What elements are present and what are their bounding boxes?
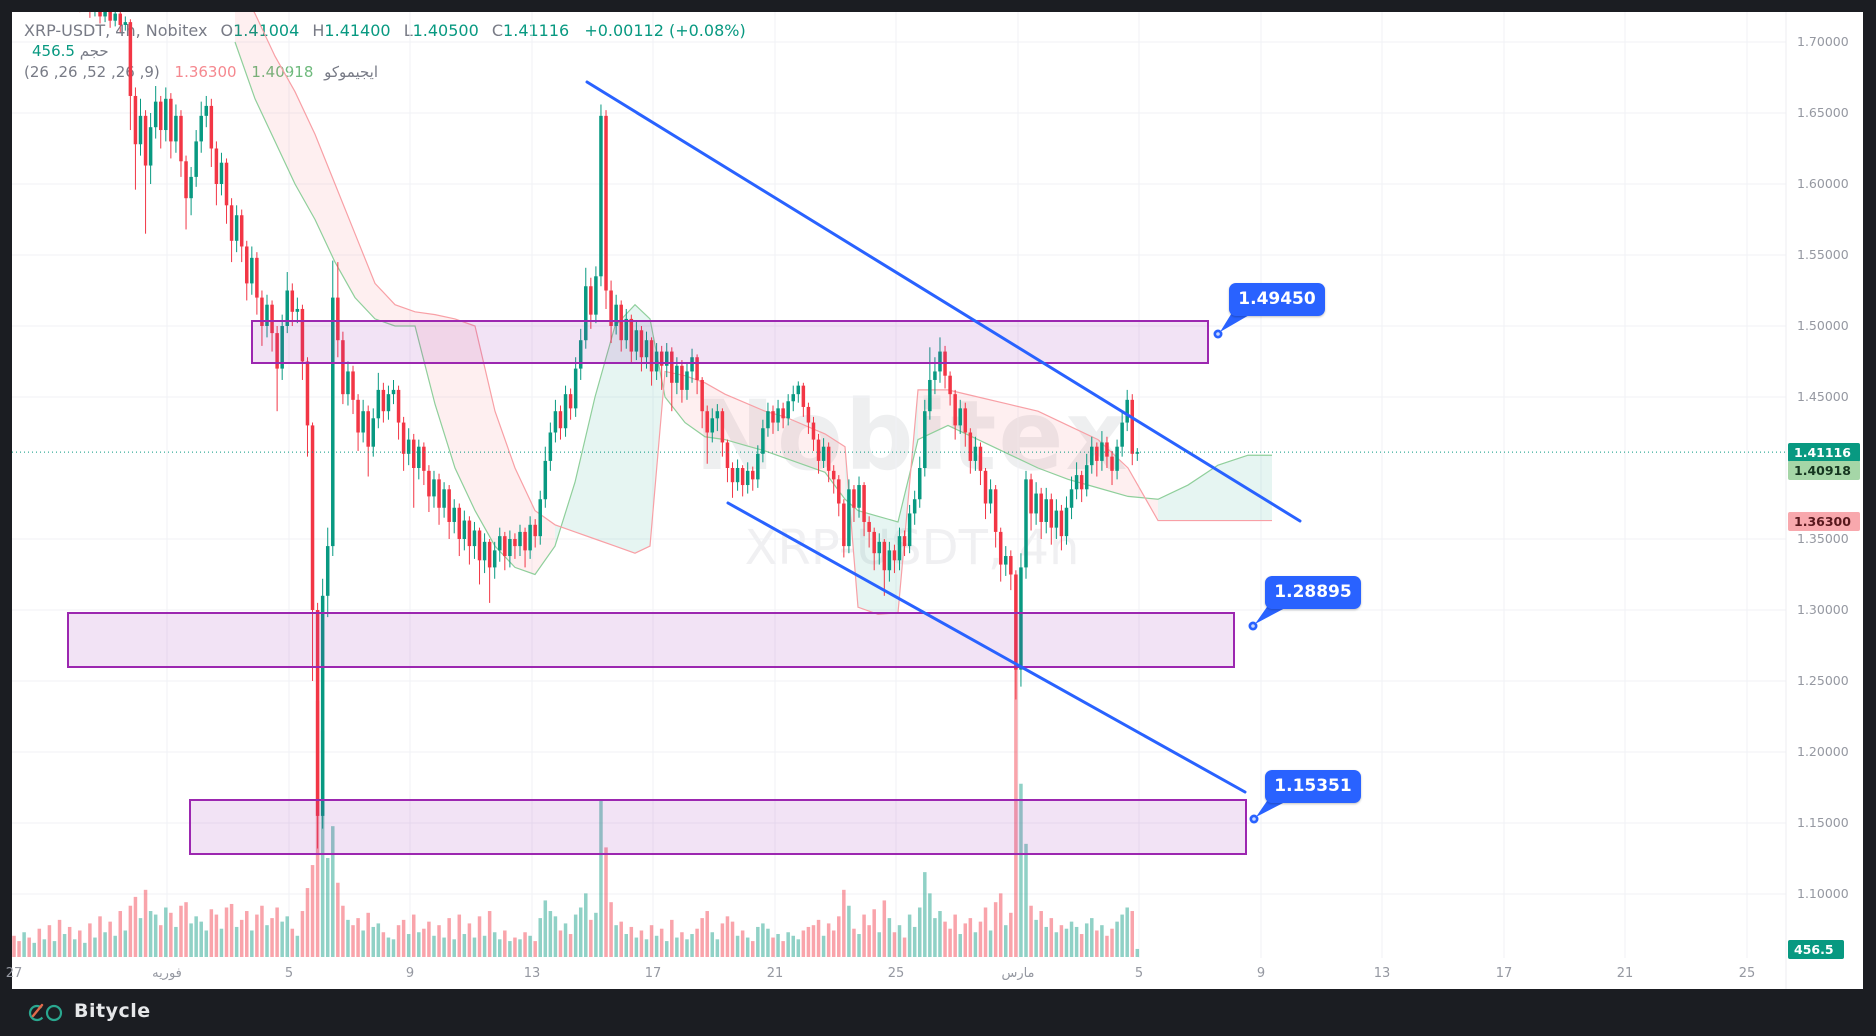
- ichimoku-cloud: [234, 12, 1272, 615]
- price-axis-label: 1.30000: [1797, 602, 1849, 617]
- ohlc-open-label: O: [220, 21, 234, 40]
- time-axis-label: 5: [1134, 966, 1144, 981]
- time-axis-label: 25: [1738, 966, 1756, 981]
- time-axis-label: 27: [5, 966, 23, 981]
- demand-zone-1.28895[interactable]: [67, 612, 1235, 668]
- price-axis-label: 1.20000: [1797, 744, 1849, 759]
- price-axis-label: 1.35000: [1797, 531, 1849, 546]
- ohlc-low-label: L: [403, 21, 413, 40]
- volume-value: 456.5: [32, 42, 75, 60]
- price-axis-label: 1.25000: [1797, 673, 1849, 688]
- candlestick-series: [79, 12, 1140, 849]
- price-axis-label: 1.45000: [1797, 389, 1849, 404]
- legend-symbol-row[interactable]: XRP-USDT, 4h, Nobitex O1.41004 H1.41400 …: [24, 20, 746, 41]
- price-axis-label: 1.10000: [1797, 886, 1849, 901]
- price-axis-label: 1.15000: [1797, 815, 1849, 830]
- current-price-tag: 1.41116: [1788, 442, 1860, 462]
- time-axis-label: 25: [887, 966, 905, 981]
- time-axis-label: فوريه: [152, 966, 182, 981]
- chart-surface[interactable]: Nobitex XRP-USDT, 4h XRP-USDT, 4h, Nobit…: [12, 12, 1863, 989]
- price-axis-label: 1.60000: [1797, 176, 1849, 191]
- senkou-a-value: 1.40918: [251, 63, 313, 81]
- footer-bar: Bitycle: [0, 989, 1876, 1036]
- chart-legend: XRP-USDT, 4h, Nobitex O1.41004 H1.41400 …: [24, 20, 746, 83]
- senkou-a-price-tag: 1.40918: [1788, 460, 1860, 480]
- legend-volume-row[interactable]: حجم 456.5: [24, 41, 746, 62]
- time-axis-label: 21: [766, 966, 784, 981]
- price-axis-label: 1.65000: [1797, 105, 1849, 120]
- price-change: +0.00112 (+0.08%): [584, 21, 746, 40]
- brand[interactable]: Bitycle: [28, 999, 151, 1023]
- ohlc-open-value: 1.41004: [233, 21, 300, 40]
- brand-name: Bitycle: [74, 1000, 151, 1022]
- supply-zone-1.49450[interactable]: [251, 320, 1209, 364]
- time-axis-label: 13: [523, 966, 541, 981]
- candlestick-chart[interactable]: [12, 12, 1863, 989]
- symbol-title: XRP-USDT, 4h, Nobitex: [24, 21, 208, 40]
- price-axis-label: 1.50000: [1797, 318, 1849, 333]
- time-axis-label: 9: [405, 966, 415, 981]
- ohlc-high-label: H: [312, 21, 325, 40]
- price-callout-1.28895[interactable]: 1.28895: [1265, 576, 1361, 609]
- price-callout-1.15351[interactable]: 1.15351: [1265, 770, 1361, 803]
- ohlc-close-value: 1.41116: [503, 21, 570, 40]
- time-axis-label: مارس: [1001, 966, 1035, 981]
- demand-zone-1.15351[interactable]: [189, 799, 1247, 855]
- price-callout-1.49450[interactable]: 1.49450: [1229, 283, 1325, 316]
- price-axis-label: 1.55000: [1797, 247, 1849, 262]
- ohlc-high-value: 1.41400: [324, 21, 391, 40]
- time-axis-label: 13: [1373, 966, 1391, 981]
- senkou-b-value: 1.36300: [174, 63, 237, 81]
- senkou-b-price-tag: 1.36300: [1788, 511, 1860, 531]
- bitycle-logo-icon: [28, 1003, 63, 1022]
- lower-channel-line[interactable]: [726, 501, 1247, 794]
- ichimoku-label: ايجيموكو: [324, 63, 379, 81]
- legend-ichimoku-row[interactable]: (26 ,26 ,52 ,26 ,9) ايجيموكو 1.40918 1.3…: [24, 62, 746, 83]
- volume-label: حجم: [79, 42, 109, 60]
- ohlc-close-label: C: [491, 21, 504, 40]
- watermark-symbol: XRP-USDT, 4h: [744, 520, 1080, 576]
- price-axis-label: 1.70000: [1797, 34, 1849, 49]
- time-axis-label: 21: [1616, 966, 1634, 981]
- volume-value-tag: 456.5: [1788, 939, 1844, 959]
- upper-channel-line[interactable]: [585, 80, 1302, 523]
- time-axis-label: 9: [1256, 966, 1266, 981]
- time-axis-label: 17: [644, 966, 662, 981]
- ichimoku-params: (26 ,26 ,52 ,26 ,9): [24, 63, 160, 81]
- time-axis-label: 17: [1495, 966, 1513, 981]
- volume-series: [12, 667, 1140, 957]
- time-axis-label: 5: [284, 966, 294, 981]
- ohlc-low-value: 1.40500: [412, 21, 479, 40]
